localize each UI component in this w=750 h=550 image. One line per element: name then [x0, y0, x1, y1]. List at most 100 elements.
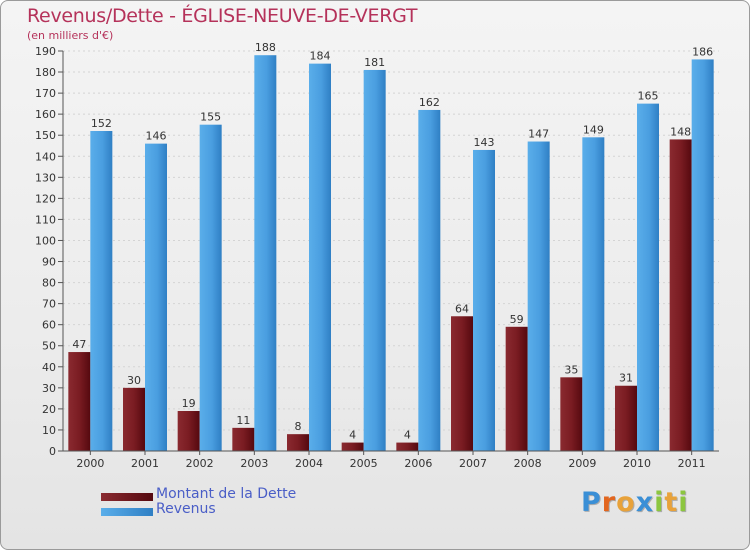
x-tick-label: 2008 — [514, 457, 542, 470]
y-tick-label: 130 — [35, 171, 56, 184]
logo-letter: t — [664, 487, 679, 518]
data-label-debt-2008: 59 — [510, 313, 524, 326]
y-axis: 0 10 20 30 40 50 60 70 80 90 100 110 120 130 140 150 160… — [35, 45, 64, 458]
bar-debt-2007 — [451, 316, 473, 451]
y-tick-label: 30 — [42, 382, 56, 395]
legend-swatch-debt — [101, 493, 153, 501]
x-tick-label: 2001 — [131, 457, 159, 470]
x-tick-label: 2002 — [186, 457, 214, 470]
y-tick-label: 170 — [35, 87, 56, 100]
y-tick-label: 80 — [42, 277, 56, 290]
y-tick-label: 100 — [35, 234, 56, 247]
data-label-debt-2005: 4 — [349, 429, 356, 442]
y-tick-label: 180 — [35, 66, 56, 79]
y-tick-label: 90 — [42, 256, 56, 269]
logo-letter: x — [635, 487, 655, 518]
bar-revenus-2000 — [90, 131, 113, 451]
data-label-debt-2002: 19 — [182, 397, 196, 410]
bar-revenus-2003 — [254, 55, 277, 452]
y-tick-label: 120 — [35, 192, 56, 205]
legend-swatch-revenus — [101, 508, 153, 516]
data-label-revenus-2010: 165 — [638, 90, 659, 103]
data-label-debt-2009: 35 — [564, 363, 578, 376]
y-tick-label: 150 — [35, 129, 56, 142]
bar-debt-2009 — [560, 377, 583, 451]
data-label-debt-2011: 148 — [670, 125, 691, 138]
x-tick-label: 2004 — [295, 457, 323, 470]
bar-debt-2006 — [396, 442, 419, 451]
data-label-revenus-2009: 149 — [583, 123, 604, 136]
x-tick-label: 2000 — [76, 457, 104, 470]
data-label-revenus-2002: 155 — [200, 111, 221, 124]
bar-revenus-2004 — [309, 63, 331, 451]
logo-letter: P — [581, 487, 602, 518]
chart-subtitle: (en milliers d'€) — [27, 29, 114, 42]
y-tick-label: 70 — [42, 298, 56, 311]
data-label-revenus-2008: 147 — [528, 128, 549, 141]
data-labels-layer: 47 152 30 146 19 155 11 188 8 184 4 181 4 162 64 143 59 1… — [72, 41, 713, 441]
x-tick-label: 2009 — [568, 457, 596, 470]
x-tick-label: 2005 — [350, 457, 378, 470]
bars-layer — [68, 55, 714, 452]
bar-debt-2010 — [615, 385, 637, 451]
data-label-debt-2004: 8 — [295, 420, 302, 433]
x-tick-label: 2006 — [404, 457, 432, 470]
data-label-revenus-2007: 143 — [474, 136, 495, 149]
data-label-revenus-2005: 181 — [364, 56, 385, 69]
y-tick-label: 0 — [49, 445, 56, 458]
logo-letter: o — [616, 487, 636, 518]
x-axis: 2000 2001 2002 2003 2004 2005 2006 2007 2008 2009… — [63, 450, 719, 470]
x-tick-label: 2010 — [623, 457, 651, 470]
data-label-revenus-2006: 162 — [419, 96, 440, 109]
bar-revenus-2002 — [199, 124, 222, 452]
data-label-debt-2006: 4 — [404, 429, 411, 442]
bar-debt-2002 — [177, 411, 200, 451]
bar-revenus-2011 — [691, 59, 714, 451]
y-tick-label: 190 — [35, 45, 56, 58]
x-tick-label: 2007 — [459, 457, 487, 470]
x-tick-label: 2003 — [240, 457, 268, 470]
x-tick-label: 2011 — [678, 457, 706, 470]
y-tick-label: 110 — [35, 213, 56, 226]
bar-debt-2005 — [341, 442, 364, 451]
data-label-revenus-2004: 184 — [310, 50, 331, 63]
bar-revenus-2010 — [637, 103, 659, 451]
bar-revenus-2007 — [473, 149, 495, 451]
bar-revenus-2001 — [145, 143, 167, 451]
data-label-revenus-2011: 186 — [692, 45, 713, 58]
bar-debt-2011 — [669, 139, 692, 451]
bar-debt-2003 — [232, 427, 255, 451]
data-label-debt-2001: 30 — [127, 374, 141, 387]
y-tick-label: 50 — [42, 340, 56, 353]
logo-letter: i — [678, 487, 689, 518]
y-tick-label: 20 — [42, 403, 56, 416]
y-tick-label: 60 — [42, 319, 56, 332]
logo-letter: r — [601, 487, 617, 518]
legend-label-revenus: Revenus — [156, 501, 216, 517]
bar-revenus-2006 — [418, 109, 441, 452]
bar-revenus-2008 — [527, 141, 550, 452]
bar-revenus-2009 — [582, 137, 605, 451]
y-tick-label: 160 — [35, 108, 56, 121]
proxiti-logo: Proxiti — [581, 487, 689, 518]
y-tick-label: 40 — [42, 361, 56, 374]
bar-debt-2008 — [505, 326, 528, 451]
y-tick-label: 140 — [35, 150, 56, 163]
bar-revenus-2005 — [363, 69, 386, 452]
data-label-debt-2010: 31 — [619, 372, 633, 385]
data-label-revenus-2000: 152 — [91, 117, 112, 130]
grid-layer — [63, 50, 719, 452]
data-label-revenus-2003: 188 — [255, 41, 276, 54]
bar-debt-2000 — [68, 352, 91, 451]
chart-title: Revenus/Dette - ÉGLISE-NEUVE-DE-VERGT — [27, 5, 418, 27]
bar-debt-2001 — [123, 387, 145, 451]
y-tick-label: 10 — [42, 424, 56, 437]
bar-debt-2004 — [287, 434, 309, 451]
data-label-debt-2003: 11 — [236, 414, 250, 427]
logo-letter: i — [654, 487, 665, 518]
data-label-revenus-2001: 146 — [146, 130, 167, 143]
data-label-debt-2000: 47 — [72, 338, 86, 351]
data-label-debt-2007: 64 — [455, 302, 469, 315]
